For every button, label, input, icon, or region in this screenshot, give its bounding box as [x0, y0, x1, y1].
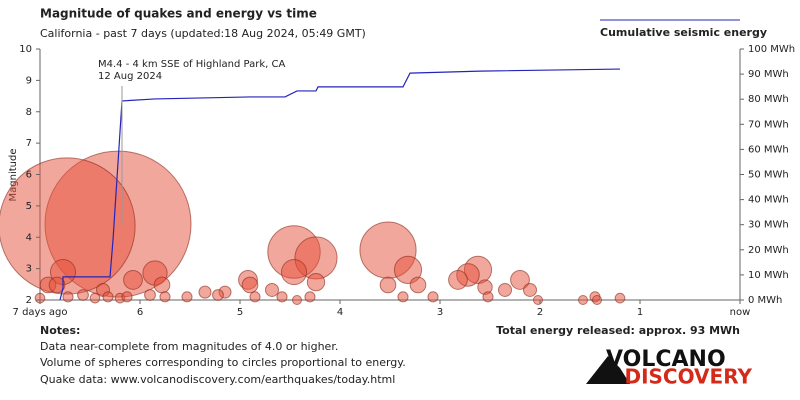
y2-tick-label: 90 MWh — [748, 69, 789, 80]
quake-bubble — [304, 291, 316, 303]
quake-bubble — [497, 282, 513, 297]
y2-tick-label: 50 MWh — [748, 170, 789, 181]
note: Quake data: www.volcanodiscovery.com/ear… — [40, 373, 395, 386]
y-tick-label: 2 — [26, 295, 32, 306]
quake-bubble — [379, 276, 397, 294]
quake-bubble — [123, 270, 143, 290]
quake-bubble — [280, 259, 308, 286]
y2-tick-label: 40 MWh — [748, 195, 789, 206]
legend-label: Cumulative seismic energy — [600, 26, 767, 39]
total-energy: Total energy released: approx. 93 MWh — [496, 324, 740, 337]
quake-bubble — [48, 276, 66, 294]
quake-bubble — [397, 291, 409, 303]
x-tick-label: 4 — [337, 307, 343, 318]
x-tick-label: 7 days ago — [13, 307, 68, 318]
y2-tick-label: 100 MWh — [748, 44, 795, 55]
quake-bubble — [62, 291, 74, 303]
x-tick-label: 2 — [537, 307, 543, 318]
quake-bubble — [159, 291, 171, 303]
y-tick-label: 3 — [26, 264, 32, 275]
logo-text: VOLCANO — [606, 347, 726, 372]
annotation: 12 Aug 2024 — [98, 71, 162, 82]
y-tick-label: 4 — [26, 232, 32, 243]
x-tick-label: 3 — [437, 307, 443, 318]
y-axis-label: Magnitude — [8, 149, 19, 202]
quake-bubble — [144, 289, 156, 301]
quake-bubble — [522, 282, 538, 297]
y-tick-label: 5 — [26, 201, 32, 212]
quake-bubble — [241, 276, 259, 294]
quake-bubble — [249, 291, 261, 303]
quake-bubble — [198, 285, 212, 299]
chart-subtitle: California - past 7 days (updated:18 Aug… — [40, 27, 366, 40]
quake-bubble — [306, 272, 326, 292]
quake-bubble — [102, 291, 114, 303]
quake-bubble — [510, 270, 530, 290]
quake-bubble — [577, 294, 589, 306]
quake-bubble — [264, 282, 280, 297]
quake-bubble — [614, 292, 626, 304]
y-tick-label: 9 — [26, 75, 32, 86]
quake-bubble — [121, 291, 133, 303]
y-tick-label: 8 — [26, 107, 32, 118]
note: Data near-complete from magnitudes of 4.… — [40, 340, 338, 353]
y2-tick-label: 10 MWh — [748, 270, 789, 281]
quake-bubble — [291, 294, 303, 306]
x-tick-label: 5 — [237, 307, 243, 318]
y2-tick-label: 20 MWh — [748, 245, 789, 256]
quake-bubble — [591, 294, 603, 306]
y2-tick-label: 60 MWh — [748, 144, 789, 155]
quake-bubble — [532, 294, 544, 306]
y-tick-label: 6 — [26, 170, 32, 181]
quake-bubble — [181, 291, 193, 303]
y-tick-label: 7 — [26, 138, 32, 149]
y2-tick-label: 30 MWh — [748, 220, 789, 231]
quake-bubble — [448, 270, 468, 290]
x-tick-label: 1 — [637, 307, 643, 318]
energy-line — [59, 68, 621, 301]
quake-bubble — [482, 291, 494, 303]
x-tick-label: now — [730, 307, 751, 318]
y2-tick-label: 70 MWh — [748, 119, 789, 130]
logo-icon — [586, 356, 630, 384]
quake-bubble — [89, 292, 101, 304]
quake-bubble — [409, 276, 427, 294]
quake-bubble — [77, 289, 89, 301]
quake-bubble — [427, 291, 439, 303]
quake-bubble — [212, 289, 224, 301]
notes-title: Notes: — [40, 324, 80, 337]
annotation: M4.4 - 4 km SSE of Highland Park, CA — [98, 59, 285, 70]
y-tick-label: 10 — [19, 44, 32, 55]
logo-text: DISCOVERY — [624, 365, 752, 389]
plot-area — [0, 68, 626, 306]
y2-tick-label: 80 MWh — [748, 94, 789, 105]
quake-bubble — [276, 291, 288, 303]
y2-tick-label: 0 MWh — [748, 295, 782, 306]
quake-bubble — [393, 255, 423, 284]
chart-title: Magnitude of quakes and energy vs time — [40, 7, 317, 21]
x-tick-label: 6 — [137, 307, 143, 318]
note: Volume of spheres corresponding to circl… — [40, 356, 406, 369]
quake-bubble — [153, 276, 171, 294]
